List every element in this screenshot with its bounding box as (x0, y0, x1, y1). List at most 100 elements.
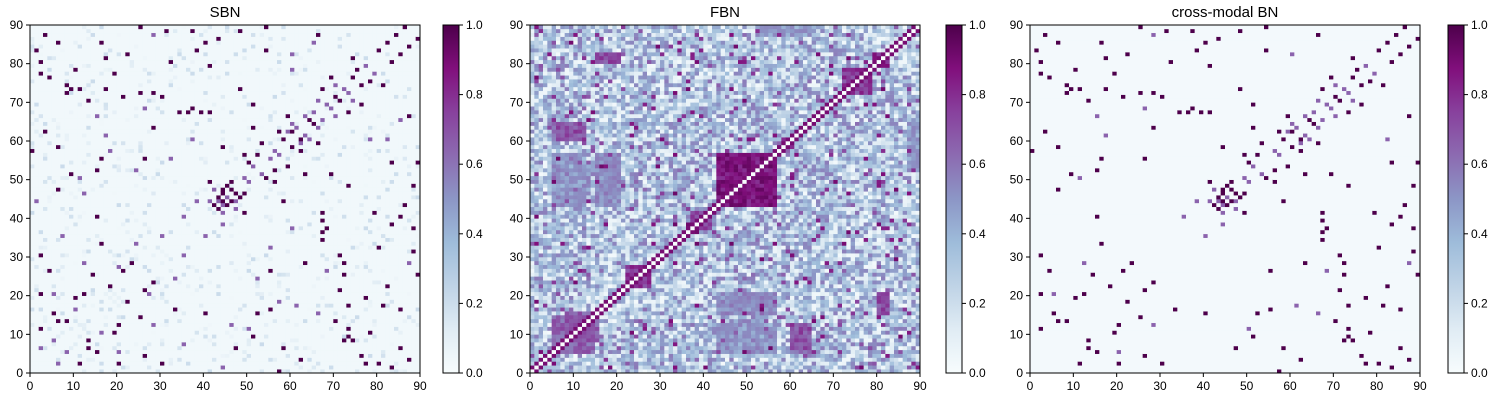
heatmap-cell (246, 342, 252, 347)
heatmap-cell (225, 102, 230, 107)
heatmap-cell (103, 299, 109, 304)
heatmap-cell (116, 94, 122, 99)
heatmap-cell (73, 233, 78, 238)
heatmap-cell (255, 311, 260, 316)
heatmap-cell (30, 137, 35, 142)
heatmap-cell (77, 257, 83, 262)
heatmap-cell (255, 144, 260, 150)
heatmap-cell (199, 268, 204, 273)
heatmap-cell (164, 110, 169, 115)
heatmap-cell (233, 94, 239, 99)
heatmap-cell (116, 175, 122, 180)
heatmap-cell (142, 218, 148, 223)
heatmap-cell (125, 52, 130, 57)
heatmap-cell (60, 369, 65, 374)
heatmap-cell (246, 195, 252, 200)
heatmap-cell (103, 295, 109, 300)
heatmap-cell (255, 106, 260, 111)
heatmap-cell (264, 233, 269, 238)
heatmap-cell (134, 334, 139, 339)
heatmap-cell (164, 102, 169, 107)
heatmap-cell (220, 94, 226, 99)
heatmap-cell (238, 79, 243, 84)
heatmap-cell (207, 191, 213, 196)
heatmap-cell (121, 357, 126, 362)
heatmap-cell (177, 63, 182, 68)
heatmap-cell (51, 226, 57, 231)
heatmap-cell (142, 55, 148, 61)
heatmap-cell (168, 125, 174, 130)
heatmap-cell (90, 361, 96, 366)
heatmap-cell (229, 287, 234, 293)
heatmap-cell (43, 349, 48, 354)
heatmap-cell (264, 195, 269, 200)
heatmap-cell (142, 245, 148, 250)
heatmap-cell (112, 71, 117, 76)
heatmap-cell (129, 237, 135, 242)
heatmap-cell (95, 86, 100, 92)
heatmap-cell (129, 148, 135, 153)
heatmap-cell (242, 171, 247, 177)
heatmap-cell (220, 214, 226, 219)
heatmap-cell (142, 171, 148, 177)
heatmap-cell (238, 67, 243, 72)
heatmap-cell (134, 226, 139, 231)
heatmap-cell (164, 264, 169, 269)
heatmap-cell (251, 187, 256, 192)
heatmap-cell (255, 199, 260, 204)
heatmap-cell (177, 276, 182, 281)
heatmap-cell (134, 218, 139, 223)
heatmap-cell (268, 345, 273, 351)
heatmap-cell (34, 160, 39, 165)
heatmap-cell (56, 79, 61, 84)
heatmap-cell (112, 160, 117, 165)
heatmap-cell (242, 326, 247, 331)
heatmap-cell (129, 175, 135, 180)
heatmap-cell (116, 125, 122, 130)
heatmap-cell (238, 90, 243, 95)
heatmap-cell (225, 86, 230, 92)
heatmap-cell (186, 144, 191, 150)
heatmap-cell (255, 369, 260, 374)
heatmap-cell (233, 229, 239, 235)
heatmap-cell (220, 75, 226, 80)
heatmap-cell (90, 233, 96, 238)
heatmap-cell (103, 59, 109, 64)
heatmap-cell (86, 28, 91, 34)
heatmap-cell (103, 222, 109, 227)
heatmap-cell (34, 226, 39, 231)
heatmap-cell (160, 315, 165, 320)
heatmap-cell (47, 338, 52, 343)
heatmap-cell (251, 55, 256, 61)
heatmap-cell (138, 222, 143, 227)
heatmap-cell (69, 245, 74, 250)
heatmap-cell (69, 361, 74, 366)
heatmap-cell (238, 253, 243, 258)
heatmap-cell (216, 353, 221, 358)
heatmap-cell (103, 280, 109, 285)
heatmap-cell (99, 264, 104, 269)
heatmap-cell (86, 179, 91, 184)
heatmap-cell (251, 94, 256, 99)
heatmap-cell (99, 52, 104, 57)
heatmap-cell (164, 83, 169, 88)
heatmap-cell (246, 199, 252, 204)
heatmap-cell (177, 55, 182, 61)
heatmap-cell (229, 98, 234, 103)
heatmap-cell (77, 353, 83, 358)
heatmap-cell (238, 148, 243, 153)
heatmap-cell (177, 287, 182, 293)
heatmap-cell (82, 353, 87, 358)
heatmap-cell (216, 330, 221, 335)
heatmap-cell (77, 334, 83, 339)
heatmap-cell (268, 222, 273, 227)
heatmap-cell (246, 137, 252, 142)
heatmap-cell (56, 59, 61, 64)
heatmap-cell (103, 125, 109, 130)
heatmap-cell (134, 98, 139, 103)
heatmap-cell (181, 206, 187, 211)
heatmap-cell (69, 349, 74, 354)
heatmap-cell (233, 264, 239, 269)
heatmap-cell (64, 191, 70, 196)
heatmap-cell (190, 345, 195, 351)
